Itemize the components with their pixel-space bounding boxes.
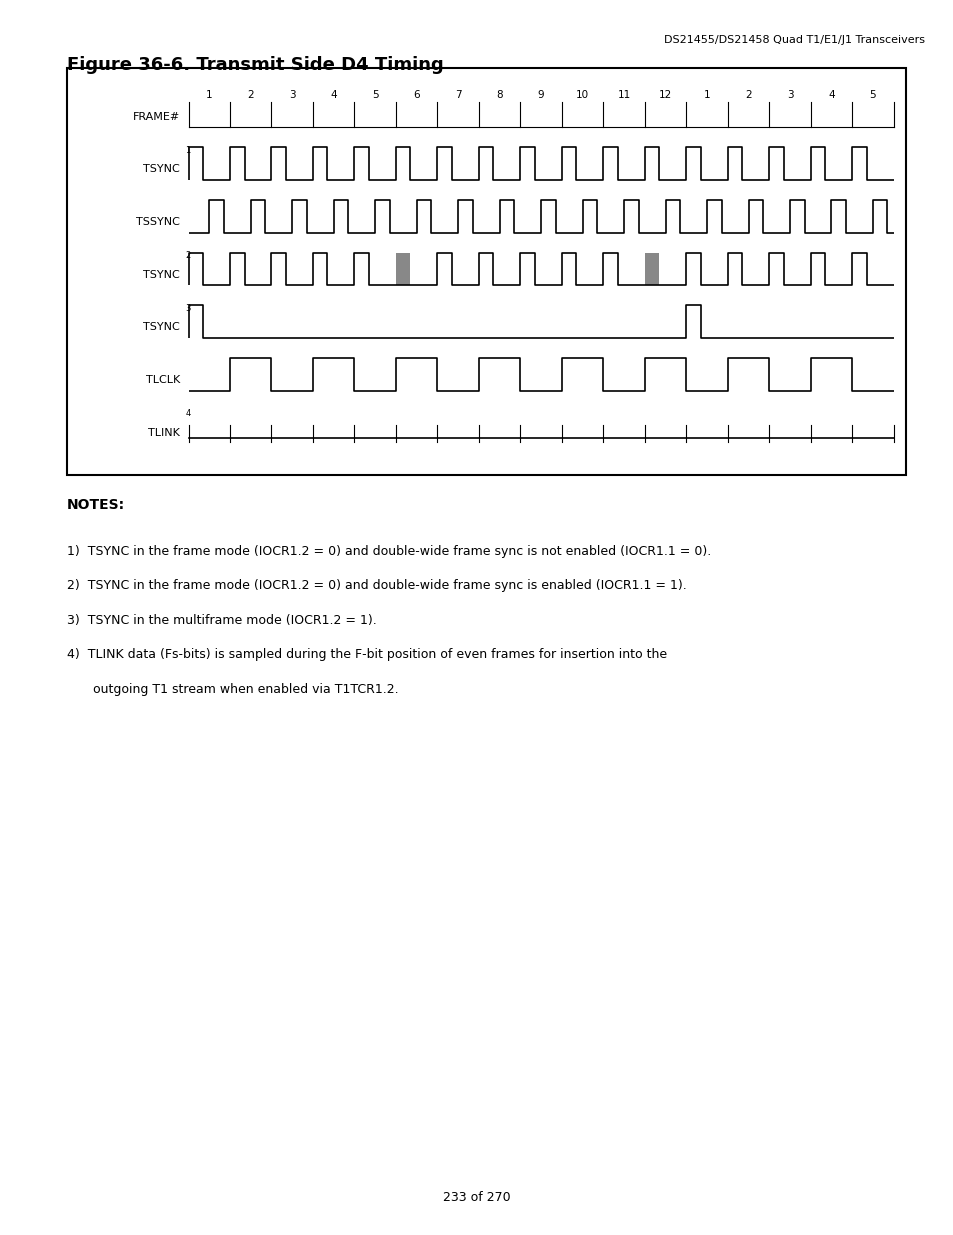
Text: TSSYNC: TSSYNC [136,217,180,227]
Text: 4: 4 [827,90,834,100]
Text: FRAME#: FRAME# [132,111,180,122]
Text: 3: 3 [786,90,793,100]
Text: 2: 2 [185,251,191,261]
Text: 9: 9 [537,90,544,100]
Bar [644,253,659,285]
Text: TLCLK: TLCLK [146,375,180,385]
Text: TSYNC: TSYNC [143,322,180,332]
Text: 1: 1 [185,146,191,154]
Text: NOTES:: NOTES: [67,498,125,511]
Text: 11: 11 [617,90,630,100]
FancyBboxPatch shape [67,68,905,475]
Text: Figure 36-6. Transmit Side D4 Timing: Figure 36-6. Transmit Side D4 Timing [67,56,443,74]
Text: TLINK: TLINK [148,427,180,438]
Text: 1: 1 [703,90,710,100]
Text: 7: 7 [455,90,461,100]
Text: 1: 1 [206,90,213,100]
Text: outgoing T1 stream when enabled via T1TCR1.2.: outgoing T1 stream when enabled via T1TC… [93,683,398,697]
Text: 3: 3 [185,304,191,312]
Text: 8: 8 [496,90,502,100]
Text: 10: 10 [576,90,589,100]
Text: 4: 4 [330,90,336,100]
Text: TSYNC: TSYNC [143,164,180,174]
Text: DS21455/DS21458 Quad T1/E1/J1 Transceivers: DS21455/DS21458 Quad T1/E1/J1 Transceive… [663,35,924,44]
Text: 2: 2 [247,90,253,100]
Text: 2: 2 [744,90,751,100]
Text: 233 of 270: 233 of 270 [443,1191,510,1204]
Text: 3: 3 [289,90,295,100]
Text: 5: 5 [869,90,876,100]
Text: 2)  TSYNC in the frame mode (IOCR1.2 = 0) and double-wide frame sync is enabled : 2) TSYNC in the frame mode (IOCR1.2 = 0)… [67,579,686,593]
Text: 3)  TSYNC in the multiframe mode (IOCR1.2 = 1).: 3) TSYNC in the multiframe mode (IOCR1.2… [67,614,376,627]
Text: 5: 5 [372,90,378,100]
Text: 12: 12 [659,90,672,100]
Text: 1)  TSYNC in the frame mode (IOCR1.2 = 0) and double-wide frame sync is not enab: 1) TSYNC in the frame mode (IOCR1.2 = 0)… [67,545,710,558]
Text: 4)  TLINK data (Fs-bits) is sampled during the F-bit position of even frames for: 4) TLINK data (Fs-bits) is sampled durin… [67,648,666,662]
Text: 6: 6 [413,90,419,100]
Text: TSYNC: TSYNC [143,269,180,280]
Text: 4: 4 [185,409,191,419]
Bar [395,253,410,285]
